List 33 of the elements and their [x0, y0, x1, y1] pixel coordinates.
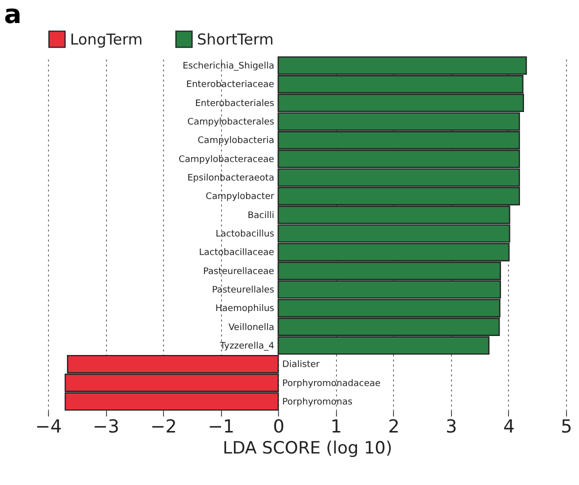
y-tick-label: Epsilonbacteraeota: [187, 174, 274, 184]
y-tick-label: Dialister: [282, 360, 320, 370]
legend-label: LongTerm: [70, 30, 143, 48]
y-tick-label: Bacilli: [248, 210, 274, 221]
y-tick-label: Enterobacteriales: [195, 98, 275, 109]
y-tick-label: Campylobacterales: [187, 118, 275, 128]
y-tick-label: Escherichia_Shigella: [182, 62, 274, 72]
x-tick-label: 2: [388, 416, 400, 438]
y-tick-label: Campylobacteraceae: [178, 154, 275, 165]
x-tick-label: 5: [560, 416, 572, 438]
x-tick-label: 3: [446, 416, 458, 438]
y-tick-label: Porphyromonadaceae: [282, 378, 382, 389]
x-tick-label: −1: [208, 416, 234, 438]
y-tick-label: Porphyromonas: [282, 397, 353, 408]
x-tick-label: −2: [150, 416, 177, 438]
y-tick-label: Pasteurellales: [212, 285, 275, 296]
y-tick-label: Veillonella: [228, 322, 274, 333]
x-tick-label: 1: [330, 416, 342, 438]
y-tick-label: Pasteurellaceae: [203, 266, 275, 277]
y-tick-label: Haemophilus: [215, 304, 275, 314]
y-tick-label: Lactobacillus: [216, 230, 275, 240]
y-tick-label: Lactobacillaceae: [198, 248, 275, 258]
x-tick-label: 0: [272, 416, 284, 438]
y-tick-label: Enterobacteriaceae: [186, 80, 275, 90]
x-tick-label: −3: [92, 416, 120, 438]
y-tick-label: Tyzzerella_4: [219, 341, 274, 352]
y-tick-label: Campylobacter: [206, 192, 275, 202]
y-tick-label: Campylobacteria: [198, 136, 274, 146]
x-tick-label: 4: [503, 416, 515, 438]
x-axis-title: LDA SCORE (log 10): [222, 438, 392, 458]
legend-label: ShortTerm: [197, 30, 274, 48]
chart-title: a: [4, 0, 22, 30]
x-tick-label: −4: [35, 416, 62, 438]
